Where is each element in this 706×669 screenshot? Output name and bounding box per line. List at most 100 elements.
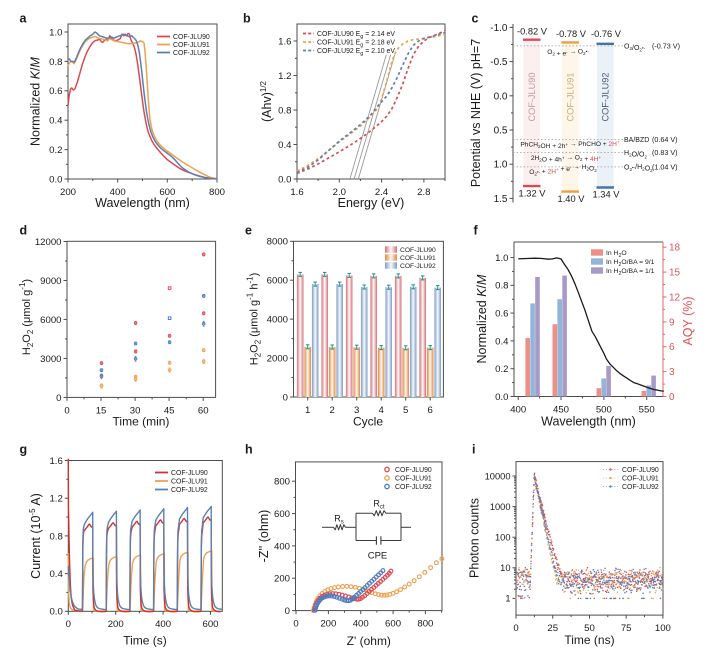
- svg-text:1.0: 1.0: [494, 160, 508, 171]
- svg-text:-0.5: -0.5: [490, 57, 508, 68]
- svg-text:800: 800: [274, 477, 290, 488]
- svg-text:0: 0: [64, 405, 69, 416]
- svg-text:COF-JLU91: COF-JLU91: [400, 255, 436, 262]
- svg-text:15: 15: [96, 405, 107, 416]
- svg-text:800: 800: [417, 618, 433, 629]
- svg-text:CPE: CPE: [368, 551, 388, 562]
- svg-text:COF-JLU90: COF-JLU90: [395, 467, 432, 474]
- svg-text:0: 0: [285, 606, 290, 617]
- svg-text:8000: 8000: [267, 237, 288, 248]
- svg-text:6: 6: [428, 405, 433, 416]
- svg-text:0.4: 0.4: [278, 140, 292, 151]
- svg-text:1: 1: [505, 594, 510, 604]
- svg-text:a: a: [20, 12, 28, 26]
- svg-text:f: f: [474, 224, 479, 238]
- svg-text:COF-JLU92: COF-JLU92: [622, 484, 659, 491]
- svg-text:200: 200: [320, 618, 336, 629]
- svg-text:400: 400: [110, 187, 126, 198]
- svg-text:H2O2 (μmol g-1 h-1): H2O2 (μmol g-1 h-1): [246, 273, 263, 366]
- svg-text:450: 450: [553, 404, 569, 415]
- svg-text:(0.83 V): (0.83 V): [652, 148, 678, 157]
- svg-text:45: 45: [164, 405, 175, 416]
- svg-text:50: 50: [584, 623, 595, 634]
- svg-text:COF-JLU91: COF-JLU91: [395, 476, 432, 483]
- svg-text:1.0: 1.0: [495, 253, 508, 264]
- svg-text:O2/O2•-: O2/O2•-: [624, 43, 646, 52]
- svg-text:1.32 V: 1.32 V: [519, 189, 547, 199]
- svg-text:30: 30: [130, 405, 141, 416]
- svg-text:2.0: 2.0: [333, 187, 346, 198]
- svg-text:0.5: 0.5: [494, 126, 508, 137]
- svg-text:3: 3: [354, 405, 359, 416]
- svg-text:25: 25: [547, 623, 558, 634]
- svg-text:1.5: 1.5: [494, 194, 508, 205]
- svg-text:0: 0: [293, 618, 298, 629]
- svg-text:0.2: 0.2: [49, 145, 62, 156]
- svg-text:0.8: 0.8: [49, 531, 62, 542]
- svg-text:18: 18: [669, 243, 681, 254]
- svg-text:(-0.73 V): (-0.73 V): [652, 41, 680, 50]
- svg-text:COF-JLU90: COF-JLU90: [527, 72, 537, 121]
- svg-text:Normalized K/M: Normalized K/M: [29, 56, 43, 146]
- svg-text:1: 1: [305, 405, 310, 416]
- svg-text:5: 5: [403, 405, 408, 416]
- svg-text:9: 9: [669, 317, 675, 328]
- svg-text:9000: 9000: [40, 276, 61, 287]
- svg-text:-1.0: -1.0: [490, 23, 508, 34]
- svg-text:Wavelength (nm): Wavelength (nm): [541, 415, 636, 429]
- svg-text:Rs: Rs: [334, 514, 344, 526]
- svg-text:0.8: 0.8: [49, 57, 62, 68]
- svg-text:-0.78 V: -0.78 V: [556, 29, 587, 39]
- svg-text:COF-JLU91: COF-JLU91: [565, 72, 575, 121]
- svg-text:4: 4: [379, 405, 385, 416]
- svg-text:6: 6: [669, 342, 675, 353]
- svg-text:800: 800: [209, 187, 225, 198]
- svg-text:2: 2: [330, 405, 335, 416]
- svg-text:In H2O: In H2O: [606, 250, 627, 259]
- svg-text:2000: 2000: [267, 353, 288, 364]
- svg-text:c: c: [472, 12, 479, 26]
- svg-text:BA/BZD: BA/BZD: [624, 137, 649, 144]
- svg-text:0.0: 0.0: [278, 174, 291, 185]
- svg-text:O2 + e- → O2•-: O2 + e- → O2•-: [547, 48, 589, 57]
- svg-text:60: 60: [198, 405, 209, 416]
- svg-text:0.4: 0.4: [49, 569, 63, 580]
- svg-text:COF-JLU92: COF-JLU92: [395, 484, 432, 491]
- svg-text:2.4: 2.4: [375, 187, 389, 198]
- svg-text:Time (ns): Time (ns): [564, 633, 614, 647]
- svg-text:COF-JLU91: COF-JLU91: [173, 42, 210, 49]
- svg-text:1.34 V: 1.34 V: [593, 190, 621, 200]
- svg-text:75: 75: [621, 623, 632, 634]
- svg-text:COF-JLU90: COF-JLU90: [173, 34, 210, 41]
- svg-text:Z' (ohm): Z' (ohm): [347, 634, 391, 648]
- svg-text:2H2O + 4h+ → O2 + 4H+: 2H2O + 4h+ → O2 + 4H+: [531, 154, 602, 163]
- svg-text:10: 10: [500, 563, 510, 573]
- svg-text:h: h: [245, 443, 253, 457]
- svg-text:i: i: [472, 443, 475, 457]
- svg-text:0: 0: [56, 393, 61, 404]
- svg-text:0: 0: [283, 392, 288, 403]
- svg-text:200: 200: [60, 187, 76, 198]
- svg-text:COF-JLU91 Eg = 2.18 eV: COF-JLU91 Eg = 2.18 eV: [317, 40, 395, 49]
- svg-text:-Z'' (ohm): -Z'' (ohm): [257, 510, 271, 563]
- svg-text:-0.76 V: -0.76 V: [591, 29, 622, 39]
- svg-text:In H2O/BA = 9/1: In H2O/BA = 9/1: [606, 259, 655, 268]
- svg-text:600: 600: [202, 619, 218, 630]
- svg-text:(1.04 V): (1.04 V): [652, 162, 678, 171]
- svg-text:g: g: [20, 443, 28, 457]
- svg-text:15: 15: [669, 268, 681, 279]
- svg-text:4000: 4000: [267, 315, 288, 326]
- svg-text:Time (min): Time (min): [113, 415, 170, 429]
- svg-text:6000: 6000: [40, 315, 61, 326]
- svg-text:1.6: 1.6: [290, 187, 303, 198]
- svg-text:0.0: 0.0: [49, 607, 62, 618]
- svg-text:-0.82 V: -0.82 V: [517, 26, 548, 36]
- svg-text:COF-JLU90: COF-JLU90: [622, 467, 659, 474]
- svg-text:400: 400: [274, 541, 290, 552]
- svg-text:600: 600: [159, 187, 175, 198]
- svg-text:0.4: 0.4: [49, 116, 63, 127]
- svg-text:Photon counts: Photon counts: [468, 498, 482, 578]
- svg-text:AQY (%): AQY (%): [681, 296, 695, 345]
- svg-text:1.6: 1.6: [278, 36, 291, 47]
- svg-text:0: 0: [513, 623, 518, 634]
